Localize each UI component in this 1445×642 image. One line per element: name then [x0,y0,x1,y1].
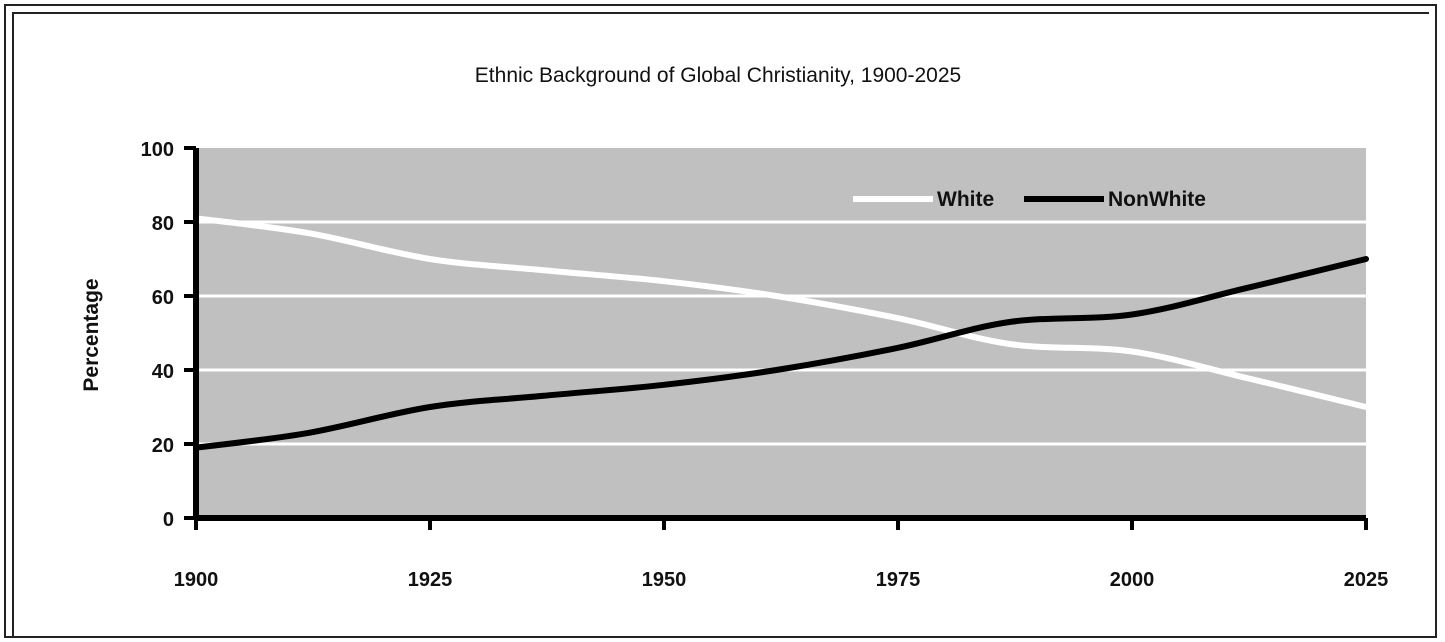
chart-inner-border [12,12,1429,638]
y-tick-label-60: 60 [152,287,174,309]
series-layer [193,215,1369,451]
x-tick-label-1975: 1975 [876,569,921,591]
y-tick-label-0: 0 [163,509,174,531]
chart-title: Ethnic Background of Global Christianity… [475,64,961,87]
legend-label-nonwhite: NonWhite [1108,188,1206,211]
y-tick-label-40: 40 [152,361,174,383]
x-tick-label-1900: 1900 [174,569,219,591]
legend: White NonWhite [840,182,1245,216]
legend-label-white: White [937,188,994,211]
axes: 0 20 40 60 80 100 1900 1925 1950 1975 2000 2025 [141,139,1389,591]
x-tick-label-1950: 1950 [642,569,687,591]
x-tick-label-2025: 2025 [1344,569,1389,591]
y-tick-label-100: 100 [141,139,174,161]
y-tick-label-80: 80 [152,213,174,235]
gridlines [196,220,1366,446]
x-tick-label-1925: 1925 [408,569,453,591]
y-axis-label: Percentage [80,278,103,391]
y-tick-label-20: 20 [152,435,174,457]
x-tick-label-2000: 2000 [1110,569,1155,591]
